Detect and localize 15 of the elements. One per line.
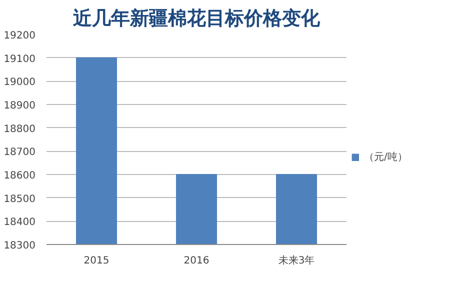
y-tick-label: 18300 <box>4 240 36 252</box>
y-tick-label: 19000 <box>4 77 36 88</box>
y-tick-label: 18500 <box>4 194 36 205</box>
legend-label: （元/吨） <box>364 150 408 164</box>
y-tick-label: 18600 <box>4 170 36 182</box>
x-tick-label: 未来3年 <box>278 254 315 266</box>
y-tick-label: 18900 <box>4 100 36 112</box>
y-tick-label: 18800 <box>4 124 36 135</box>
x-tick-label: 2016 <box>184 256 210 266</box>
y-tick-label: 18700 <box>4 147 36 158</box>
x-tick-label: 2015 <box>84 256 110 266</box>
y-tick-label: 19100 <box>4 54 36 65</box>
y-tick-label: 19200 <box>4 30 36 42</box>
chart-title: 近几年新疆棉花目标价格变化 <box>72 8 321 30</box>
y-tick-label: 18400 <box>4 217 36 228</box>
